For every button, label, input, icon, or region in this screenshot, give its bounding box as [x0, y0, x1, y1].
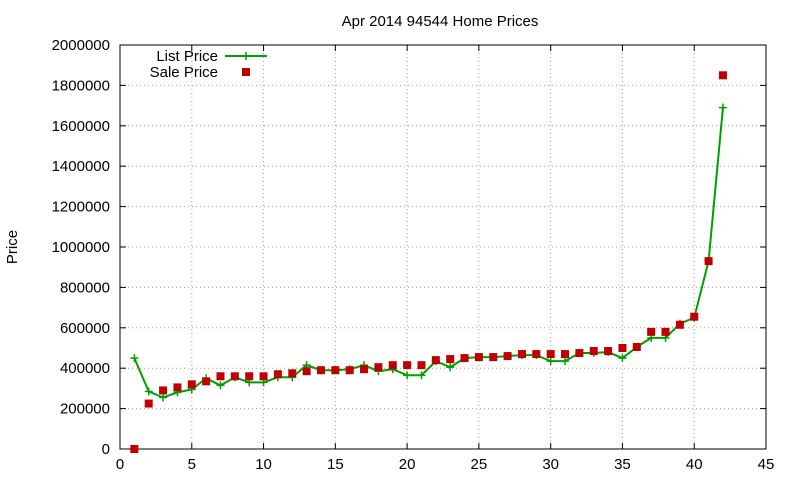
data-point	[647, 327, 656, 336]
data-point	[360, 365, 369, 374]
data-point	[216, 381, 225, 390]
data-point	[374, 363, 383, 372]
legend-label: List Price	[156, 48, 218, 65]
y-tick-label: 0	[102, 441, 110, 458]
chart-title: Apr 2014 94544 Home Prices	[342, 13, 539, 30]
data-point	[604, 347, 613, 356]
y-tick-label: 800000	[60, 279, 110, 296]
y-tick-label: 200000	[60, 401, 110, 418]
x-tick-label: 35	[614, 456, 631, 473]
data-point	[561, 357, 570, 366]
y-tick-label: 1400000	[52, 158, 110, 175]
x-tick-label: 30	[542, 456, 559, 473]
data-point	[431, 356, 440, 365]
data-point	[675, 320, 684, 329]
data-point	[532, 350, 541, 359]
data-point	[331, 366, 340, 375]
data-point	[316, 366, 325, 375]
data-point	[632, 342, 641, 351]
y-tick-label: 1600000	[52, 118, 110, 135]
data-point	[144, 399, 153, 408]
data-point	[187, 380, 196, 389]
data-point	[403, 361, 412, 370]
x-tick-label: 0	[116, 456, 124, 473]
data-point	[489, 353, 498, 362]
x-tick-label: 25	[471, 456, 488, 473]
data-point	[618, 354, 627, 363]
x-tick-label: 40	[686, 456, 703, 473]
data-point	[661, 327, 670, 336]
data-point	[417, 361, 426, 370]
x-tick-label: 20	[399, 456, 416, 473]
series-sale-price	[130, 71, 727, 453]
data-point	[503, 352, 512, 361]
y-tick-label: 1200000	[52, 199, 110, 216]
legend-label: Sale Price	[150, 64, 218, 81]
y-tick-label: 600000	[60, 320, 110, 337]
x-tick-label: 45	[758, 456, 775, 473]
data-point	[575, 349, 584, 358]
data-point	[589, 347, 598, 356]
data-point	[245, 372, 254, 381]
data-point	[546, 357, 555, 366]
data-point	[216, 372, 225, 381]
x-tick-label: 15	[327, 456, 344, 473]
series	[130, 71, 727, 453]
x-tick-label: 5	[188, 456, 196, 473]
data-point	[288, 369, 297, 378]
data-point	[403, 371, 412, 380]
data-point	[417, 371, 426, 380]
data-point	[618, 344, 627, 352]
data-point	[474, 353, 483, 362]
data-point	[345, 366, 354, 375]
y-tick-label: 1800000	[52, 77, 110, 94]
y-tick-label: 400000	[60, 360, 110, 377]
data-point	[130, 354, 139, 363]
data-point	[446, 363, 455, 372]
data-point	[388, 361, 397, 370]
data-point	[273, 370, 282, 379]
data-point	[144, 387, 153, 396]
data-point	[446, 355, 455, 364]
data-point	[173, 383, 182, 392]
data-point	[517, 350, 526, 359]
data-point	[230, 372, 239, 381]
data-point	[159, 393, 168, 402]
data-point	[302, 367, 311, 376]
data-point	[561, 350, 570, 359]
data-point	[690, 312, 699, 321]
axes: 0 5 10 15 20 25 30 35 40 45 0 200000 400000 600000 800…	[52, 37, 775, 473]
x-tick-label: 10	[255, 456, 272, 473]
data-point	[704, 257, 713, 266]
data-point	[130, 445, 139, 453]
data-point	[202, 377, 211, 386]
legend-marker	[242, 68, 250, 76]
y-tick-label: 1000000	[52, 239, 110, 256]
y-tick-label: 2000000	[52, 37, 110, 54]
y-axis-label: Price	[4, 230, 21, 264]
data-point	[460, 354, 469, 363]
legend-marker	[242, 52, 250, 60]
data-point	[718, 71, 727, 80]
data-point	[718, 103, 727, 112]
data-point	[159, 386, 168, 395]
data-point	[259, 372, 268, 381]
data-point	[546, 350, 555, 359]
